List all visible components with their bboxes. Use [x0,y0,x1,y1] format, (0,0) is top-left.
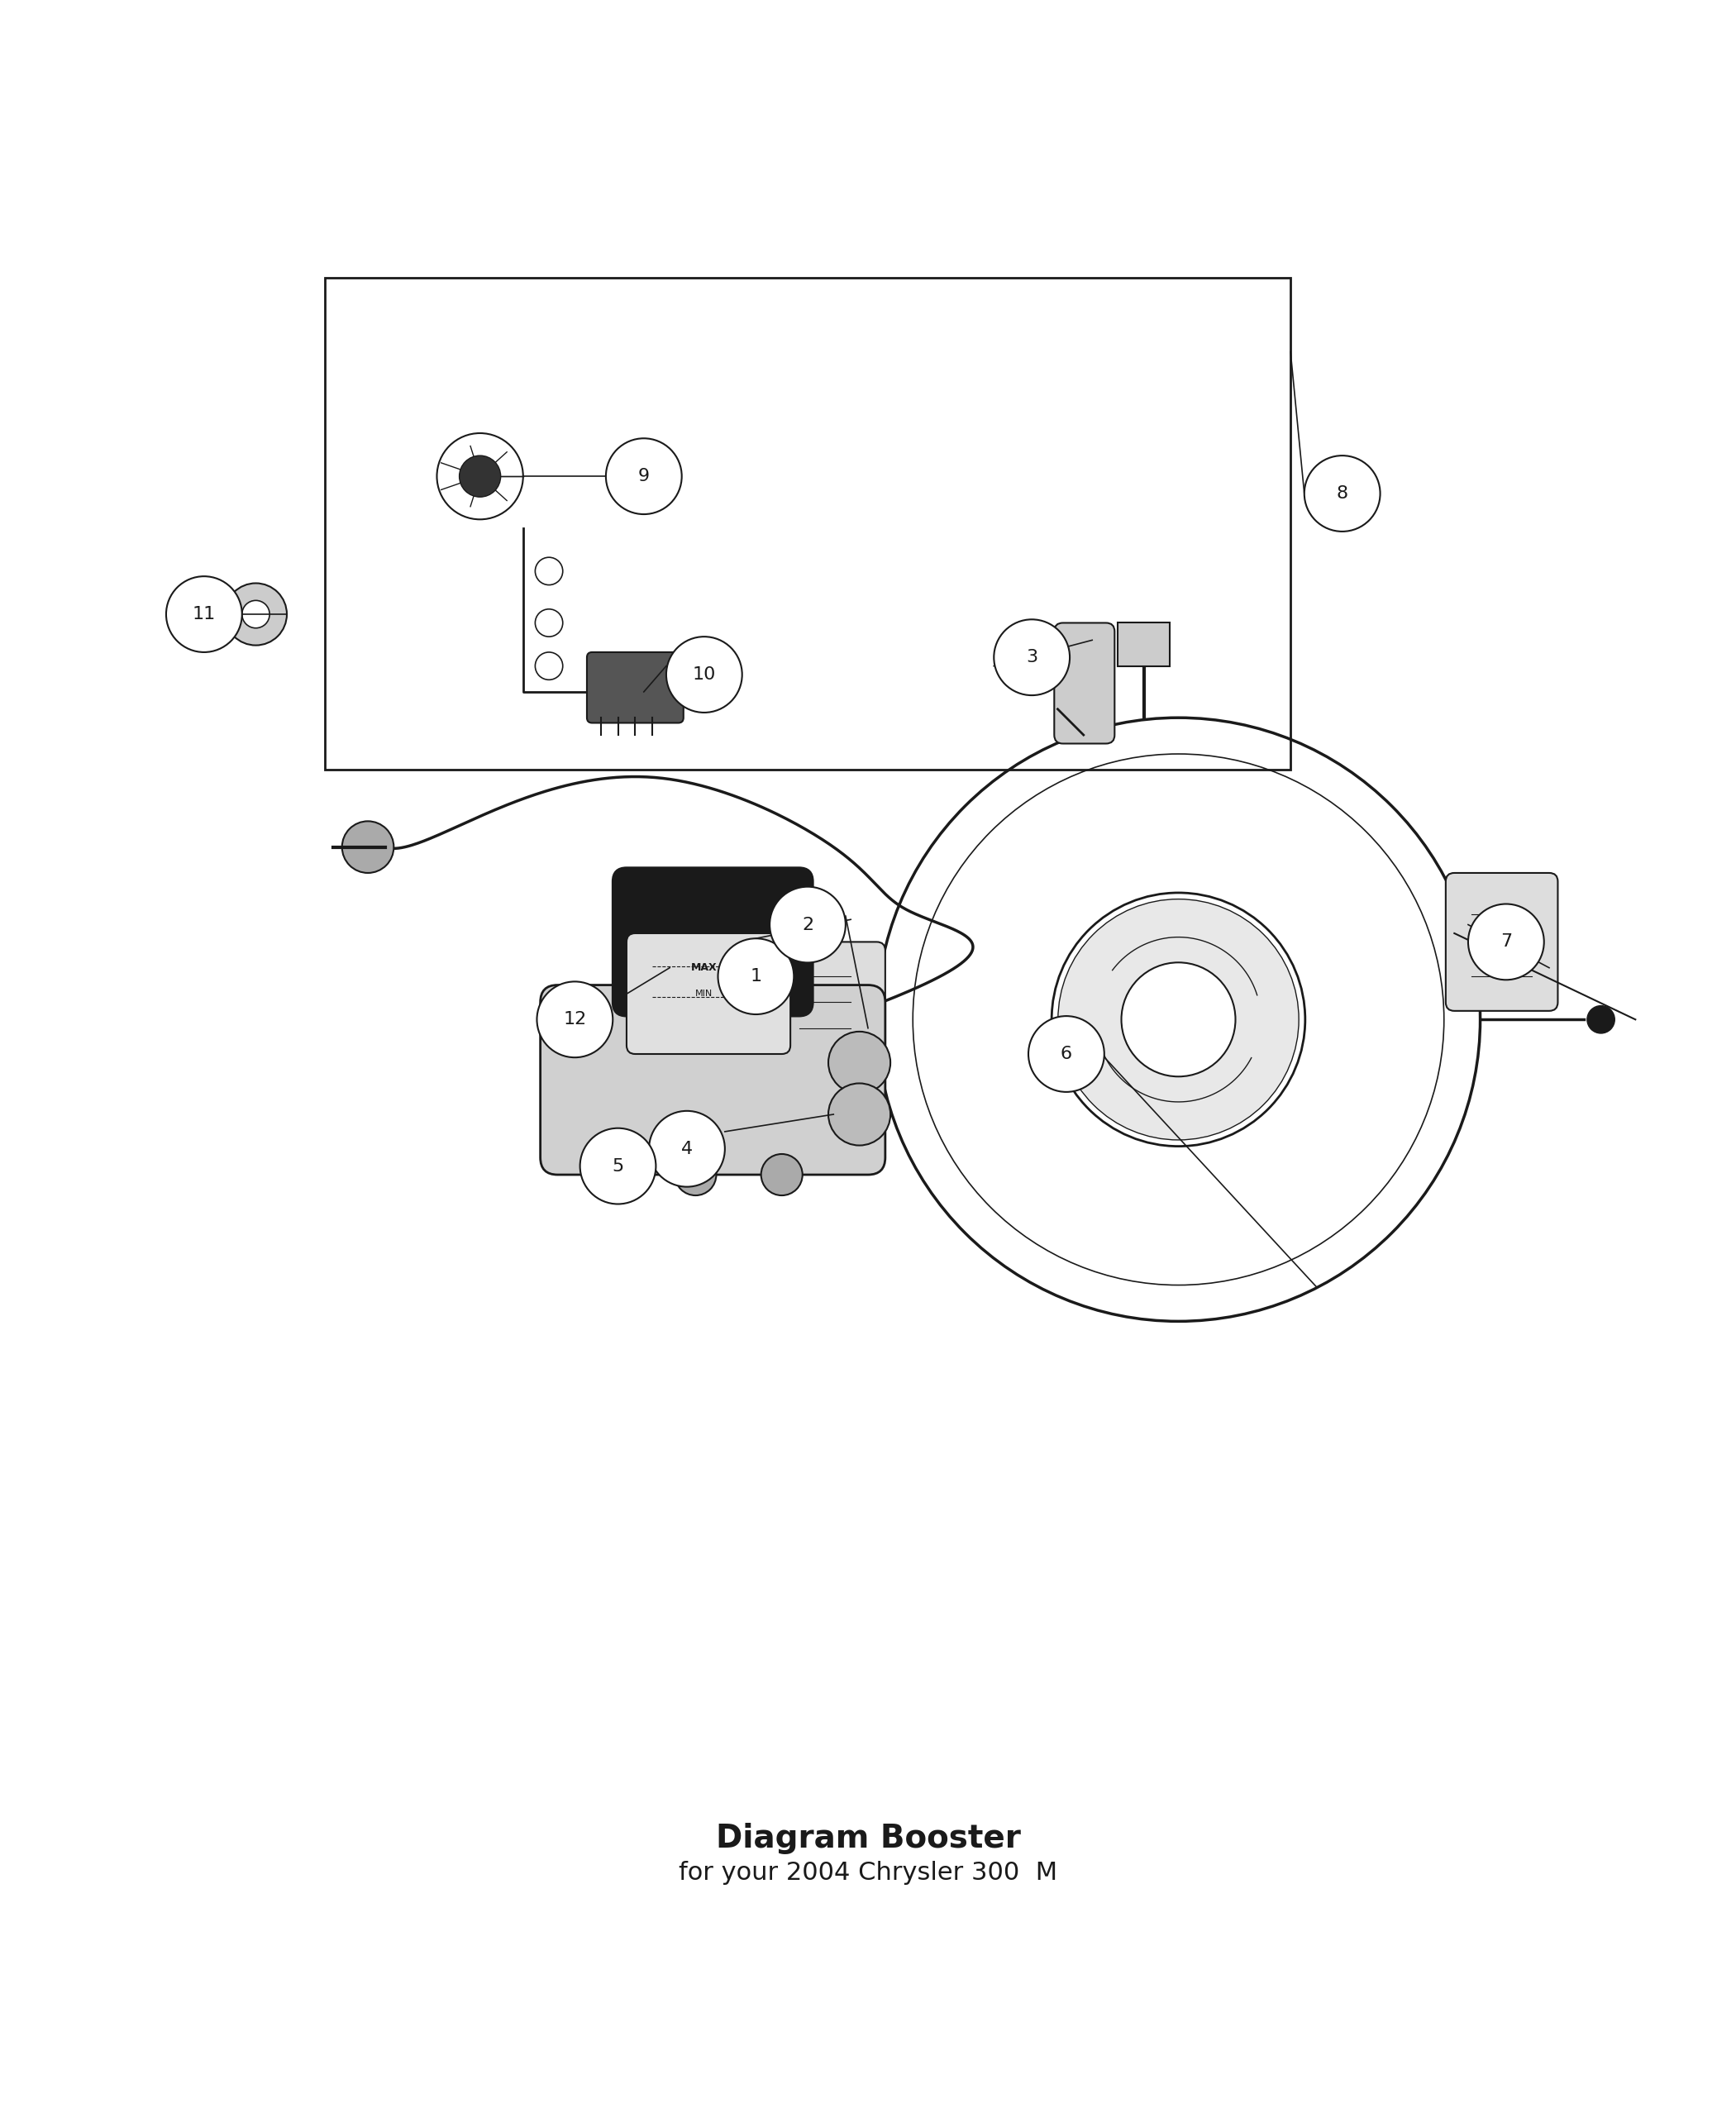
Circle shape [224,584,286,645]
Bar [325,278,1290,769]
Circle shape [580,1128,656,1204]
Circle shape [719,938,793,1014]
Text: 7: 7 [1500,934,1512,951]
Text: 8: 8 [1337,485,1349,502]
Circle shape [1121,963,1236,1077]
Text: 3: 3 [1026,649,1038,666]
Circle shape [606,438,682,514]
Circle shape [760,1153,802,1195]
Circle shape [342,822,394,873]
Text: 6: 6 [1061,1046,1073,1062]
FancyBboxPatch shape [1446,873,1557,1012]
Circle shape [828,1031,891,1094]
Text: for your 2004 Chrysler 300  M: for your 2004 Chrysler 300 M [679,1861,1057,1885]
Text: MIN: MIN [696,989,713,997]
Circle shape [675,1153,717,1195]
Circle shape [649,1111,726,1187]
Text: 12: 12 [562,1012,587,1029]
Text: 5: 5 [613,1157,623,1174]
Text: 4: 4 [681,1140,693,1157]
Text: 2: 2 [802,917,814,934]
FancyBboxPatch shape [1054,622,1115,744]
Text: 11: 11 [193,605,215,622]
FancyBboxPatch shape [540,984,885,1174]
Bar [1118,622,1170,666]
Circle shape [535,609,562,637]
FancyBboxPatch shape [627,934,790,1054]
Text: 9: 9 [637,468,649,485]
Circle shape [1469,904,1543,980]
FancyBboxPatch shape [587,651,684,723]
Circle shape [828,1084,891,1145]
Circle shape [1028,1016,1104,1092]
Circle shape [241,601,269,628]
Circle shape [167,575,241,651]
Text: 1: 1 [750,968,762,984]
FancyBboxPatch shape [613,868,812,1016]
Circle shape [1304,455,1380,531]
Circle shape [1057,900,1299,1140]
Text: Diagram Booster: Diagram Booster [715,1823,1021,1855]
Circle shape [535,557,562,584]
Circle shape [460,455,500,497]
Text: MAX: MAX [691,963,717,974]
Circle shape [1587,1006,1614,1033]
FancyBboxPatch shape [781,942,885,1062]
Circle shape [535,651,562,679]
Text: 10: 10 [693,666,715,683]
Circle shape [667,637,741,713]
Circle shape [536,982,613,1058]
Circle shape [995,620,1069,696]
Circle shape [769,887,845,963]
